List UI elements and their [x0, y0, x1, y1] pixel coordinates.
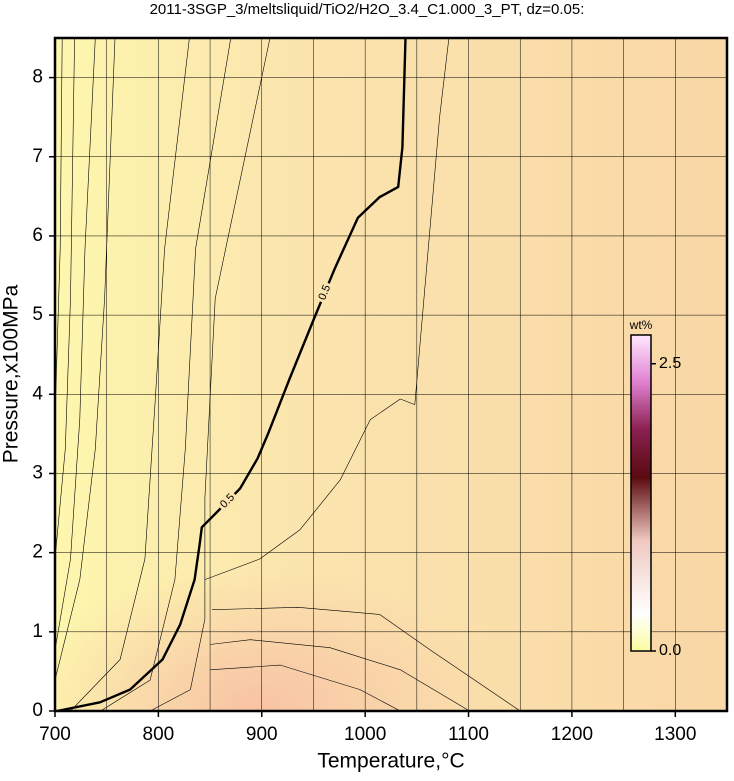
- colorbar-tick-label: 2.5: [659, 355, 681, 372]
- contour-line: [55, 38, 75, 560]
- y-tick-label: 8: [32, 67, 43, 88]
- x-tick-label: 1200: [551, 724, 593, 745]
- y-tick-label: 3: [32, 462, 43, 483]
- x-tick-label: 800: [143, 724, 175, 745]
- y-tick-label: 0: [32, 700, 43, 721]
- x-tick-label: 1100: [448, 724, 489, 745]
- y-tick-label: 7: [32, 146, 43, 167]
- x-tick-label: 1300: [654, 724, 696, 745]
- y-tick-label: 2: [32, 542, 43, 563]
- y-tick-label: 4: [32, 383, 43, 404]
- main-contour: [56, 38, 407, 711]
- x-tick-label: 700: [39, 724, 71, 745]
- y-tick-label: 1: [32, 621, 43, 642]
- contour-line: [204, 38, 450, 580]
- colorbar-label: wt%: [629, 318, 653, 332]
- contour-label: 0.5: [316, 283, 333, 302]
- chart-title: 2011-3SGP_3/meltsliquid/TiO2/H2O_3.4_C1.…: [150, 1, 585, 18]
- contour-line: [212, 607, 521, 711]
- contour-line: [55, 38, 96, 651]
- contour-line: [210, 664, 401, 711]
- contour-line: [70, 38, 190, 711]
- colorbar: [630, 334, 652, 652]
- y-tick-label: 6: [32, 225, 43, 246]
- x-tick-label: 1000: [344, 724, 386, 745]
- colorbar-tick-label: 0.0: [659, 642, 681, 659]
- x-axis-label: Temperature,°C: [317, 750, 464, 773]
- contour-line: [149, 38, 271, 711]
- y-tick-label: 5: [32, 304, 43, 325]
- contour-line: [55, 38, 116, 681]
- plot-shading: [55, 38, 727, 711]
- contour-label-bg: [315, 281, 335, 305]
- contour-label-bg: [216, 489, 239, 513]
- contour-line: [210, 639, 470, 711]
- contour-line: [100, 38, 232, 711]
- x-tick-label: 900: [246, 724, 278, 745]
- contour-line: [55, 38, 63, 419]
- plot-frame: [53, 36, 729, 713]
- y-axis-label: Pressure,x100MPa: [0, 284, 23, 463]
- plot-layer: 0.50.5: [55, 38, 727, 711]
